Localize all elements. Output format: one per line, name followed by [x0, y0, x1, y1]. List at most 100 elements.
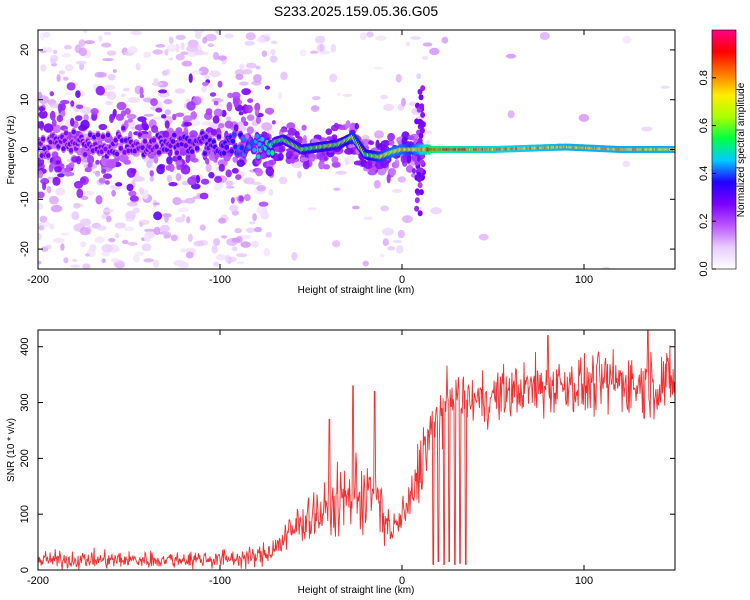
- heatmap-cell: [395, 73, 402, 83]
- heatmap-cell: [162, 130, 170, 139]
- heatmap-cell: [368, 140, 375, 145]
- heatmap-cell: [241, 234, 251, 240]
- heatmap-cell: [410, 36, 421, 40]
- colorbar-tick-label: 0.6: [698, 118, 710, 133]
- heatmap-cell: [411, 168, 416, 174]
- heatmap-x-axis-label: Height of straight line (km): [298, 285, 415, 296]
- heatmap-cell: [212, 115, 220, 124]
- heatmap-cell: [401, 215, 413, 224]
- heatmap-cell: [101, 168, 107, 174]
- heatmap-cell: [80, 195, 89, 200]
- heatmap-cell: [95, 170, 101, 177]
- heatmap-cell: [213, 108, 223, 117]
- heatmap-cell: [38, 260, 42, 265]
- heatmap-cell: [266, 149, 271, 156]
- heatmap-cell: [112, 69, 117, 73]
- heatmap-cell: [95, 159, 100, 165]
- heatmap-cell: [63, 130, 69, 136]
- heatmap-cell: [143, 258, 154, 263]
- heatmap-cell: [174, 150, 180, 156]
- heatmap-cell: [395, 245, 404, 254]
- heatmap-cell: [177, 207, 190, 213]
- heatmap-cell: [101, 243, 113, 253]
- heatmap-cell: [114, 263, 125, 269]
- heatmap-cell: [56, 115, 63, 122]
- heatmap-cell: [41, 246, 49, 252]
- x-tick-label: -100: [209, 575, 231, 587]
- heatmap-cell: [338, 125, 346, 131]
- heatmap-cell: [260, 136, 265, 142]
- heatmap-cell: [228, 256, 237, 263]
- heatmap-cell: [254, 226, 262, 233]
- x-tick-label: 0: [399, 575, 405, 587]
- heatmap-cell: [164, 109, 171, 116]
- heatmap-cell: [344, 158, 349, 166]
- heatmap-cell: [68, 148, 74, 153]
- heatmap-cell: [64, 63, 74, 72]
- heatmap-cell: [224, 254, 231, 263]
- heatmap-cell: [414, 188, 420, 195]
- heatmap-cell: [386, 173, 391, 184]
- heatmap-cell: [417, 137, 423, 144]
- heatmap-cell: [61, 146, 66, 152]
- heatmap-cell: [78, 39, 86, 47]
- heatmap-cell: [380, 94, 388, 100]
- heatmap-cell: [205, 158, 210, 165]
- heatmap-cell: [65, 91, 73, 96]
- heatmap-cell: [363, 216, 373, 220]
- heatmap-cell: [217, 55, 227, 61]
- heatmap-cell: [168, 57, 174, 61]
- heatmap-cell: [137, 132, 143, 138]
- heatmap-cell: [65, 119, 72, 128]
- heatmap-cell: [224, 144, 229, 150]
- colorbar-gradient: [711, 29, 737, 270]
- heatmap-cell: [134, 251, 144, 256]
- snr-line-chart: -200 -100 0 100 0 100 200 300 400 Height of str…: [6, 329, 676, 596]
- heatmap-cell: [154, 144, 159, 150]
- heatmap-cell: [101, 251, 111, 257]
- heatmap-cell: [330, 124, 339, 132]
- y-tick-label: 400: [19, 338, 31, 356]
- y-tick-label: 10: [19, 94, 31, 106]
- heatmap-cell: [216, 134, 222, 139]
- heatmap-cell: [79, 227, 91, 236]
- heatmap-cell: [200, 178, 210, 185]
- heatmap-cell: [58, 70, 66, 75]
- heatmap-cell: [94, 236, 105, 244]
- heatmap-cell: [377, 143, 387, 151]
- heatmap-cell: [159, 224, 171, 233]
- heatmap-cell: [214, 176, 223, 183]
- heatmap-cell: [172, 197, 182, 206]
- heatmap-cell: [90, 108, 99, 115]
- heatmap-cell: [43, 123, 54, 133]
- heatmap-cell: [441, 36, 449, 44]
- heatmap-cell: [153, 155, 159, 164]
- heatmap-cell: [143, 233, 150, 242]
- heatmap-cell: [353, 160, 363, 166]
- heatmap-cell: [188, 73, 193, 83]
- heatmap-cell: [478, 233, 489, 241]
- heatmap-cell: [139, 187, 144, 195]
- heatmap-cell: [312, 96, 321, 101]
- heatmap-cell: [62, 53, 71, 58]
- heatmap-cell: [168, 36, 174, 45]
- heatmap-cell: [98, 35, 103, 42]
- heatmap-cell: [166, 175, 173, 182]
- heatmap-cell: [66, 82, 76, 91]
- heatmap-cell: [168, 163, 175, 172]
- heatmap-cell: [246, 114, 255, 121]
- heatmap-cell: [101, 213, 107, 220]
- heatmap-cell: [269, 55, 278, 63]
- heatmap-cell: [175, 34, 186, 40]
- heatmap-cell: [122, 239, 129, 245]
- heatmap-cell: [235, 236, 243, 244]
- heatmap-cell: [622, 35, 632, 44]
- heatmap-cell: [229, 204, 239, 212]
- heatmap-cell: [143, 51, 152, 59]
- heatmap-cell: [217, 80, 223, 88]
- heatmap-cell: [183, 143, 188, 149]
- heatmap-cell: [177, 200, 188, 204]
- heatmap-cell: [241, 88, 251, 96]
- heatmap-cell: [245, 32, 256, 41]
- heatmap-cell: [174, 88, 186, 94]
